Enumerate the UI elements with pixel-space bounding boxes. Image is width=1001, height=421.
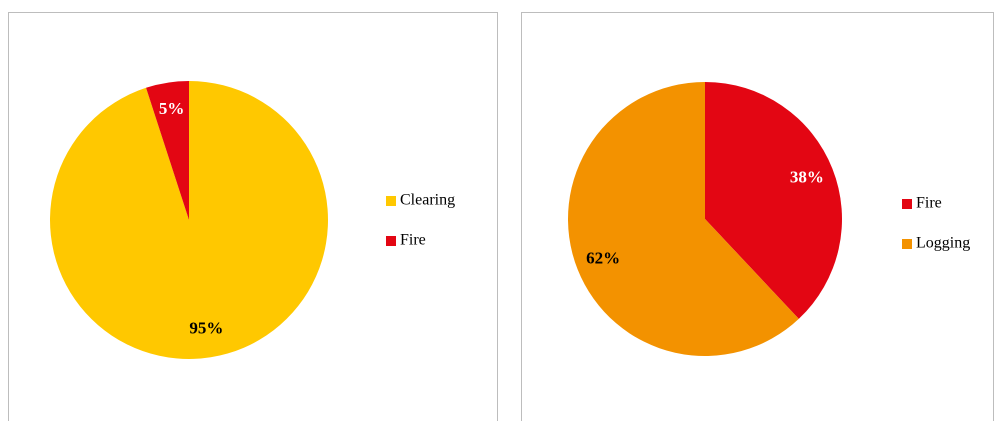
legend-label: Fire (400, 232, 426, 249)
value-label: 5% (159, 99, 185, 118)
pie-slice (705, 82, 843, 319)
pie-slice (146, 81, 189, 220)
panel-frame (8, 12, 498, 421)
legend-label: Clearing (400, 192, 455, 209)
legend-swatch (902, 239, 912, 249)
legend-swatch (386, 236, 396, 246)
pie-slice (50, 81, 329, 359)
value-label: 95% (189, 319, 223, 338)
value-label: 62% (586, 248, 620, 267)
legend-swatch (386, 196, 396, 206)
pie-slice (568, 82, 799, 356)
legend-swatch (902, 199, 912, 209)
panel-frame (521, 12, 994, 421)
legend-label: Logging (916, 235, 970, 252)
value-label: 38% (790, 168, 824, 187)
legend-label: Fire (916, 195, 942, 212)
